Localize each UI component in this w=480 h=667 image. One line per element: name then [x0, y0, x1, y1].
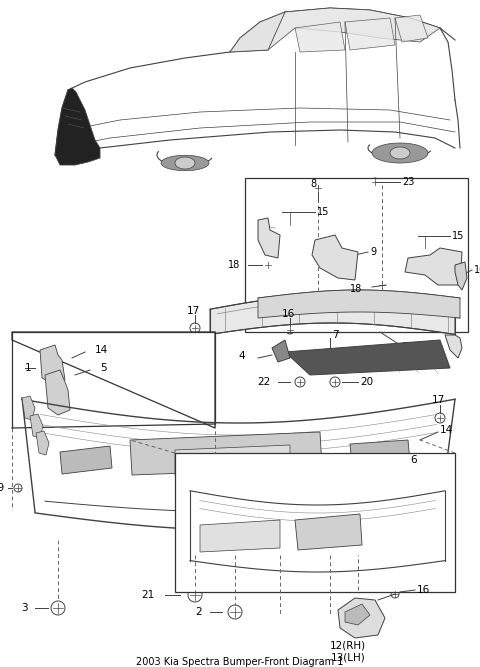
Polygon shape — [295, 22, 345, 52]
Polygon shape — [175, 157, 195, 169]
Polygon shape — [258, 218, 280, 258]
Text: 3: 3 — [22, 603, 28, 613]
Polygon shape — [258, 290, 460, 318]
Text: 7: 7 — [332, 330, 338, 340]
Text: 17: 17 — [186, 306, 200, 316]
Text: 20: 20 — [360, 377, 373, 387]
Polygon shape — [245, 178, 468, 332]
Text: 9: 9 — [370, 247, 376, 257]
Polygon shape — [55, 88, 100, 165]
Polygon shape — [161, 155, 209, 171]
Polygon shape — [30, 414, 43, 438]
Text: 18: 18 — [350, 284, 362, 294]
Text: 19: 19 — [0, 483, 5, 493]
Text: 14: 14 — [95, 345, 108, 355]
Polygon shape — [60, 446, 112, 474]
Text: 17: 17 — [432, 395, 444, 405]
Text: 8: 8 — [310, 179, 316, 189]
Text: 14: 14 — [440, 425, 453, 435]
Polygon shape — [395, 15, 428, 42]
Text: 5: 5 — [100, 363, 107, 373]
Text: 23: 23 — [402, 177, 414, 187]
Polygon shape — [175, 445, 290, 475]
Text: 16: 16 — [417, 585, 430, 595]
Polygon shape — [312, 235, 358, 280]
Polygon shape — [345, 604, 370, 625]
Polygon shape — [36, 431, 49, 455]
Polygon shape — [345, 18, 395, 50]
Polygon shape — [130, 432, 322, 475]
Text: 10: 10 — [474, 265, 480, 275]
Text: 1: 1 — [25, 363, 32, 373]
Polygon shape — [285, 340, 450, 375]
Polygon shape — [12, 332, 215, 428]
Text: 13(LH): 13(LH) — [331, 652, 365, 662]
Polygon shape — [268, 8, 440, 50]
Polygon shape — [338, 598, 385, 638]
Text: 4: 4 — [239, 351, 245, 361]
Text: 2003 Kia Spectra Bumper-Front Diagram 1: 2003 Kia Spectra Bumper-Front Diagram 1 — [136, 657, 344, 667]
Text: 22: 22 — [257, 377, 270, 387]
Polygon shape — [405, 248, 462, 285]
Text: 11: 11 — [402, 342, 415, 352]
Text: 15: 15 — [317, 207, 329, 217]
Text: 6: 6 — [410, 455, 417, 465]
Text: 18: 18 — [228, 260, 240, 270]
Polygon shape — [45, 370, 70, 415]
Polygon shape — [40, 345, 65, 385]
Polygon shape — [22, 396, 35, 420]
Polygon shape — [445, 335, 462, 358]
Text: 12(RH): 12(RH) — [330, 641, 366, 651]
Polygon shape — [372, 143, 428, 163]
Polygon shape — [200, 520, 280, 552]
Text: 15: 15 — [452, 231, 464, 241]
Polygon shape — [390, 147, 410, 159]
Polygon shape — [272, 340, 290, 362]
Text: 21: 21 — [142, 590, 155, 600]
Polygon shape — [230, 12, 285, 52]
Polygon shape — [210, 295, 455, 334]
Polygon shape — [350, 440, 410, 466]
Polygon shape — [455, 262, 467, 290]
Text: 16: 16 — [281, 309, 295, 319]
Text: 2: 2 — [195, 607, 202, 617]
Polygon shape — [295, 514, 362, 550]
Polygon shape — [175, 453, 455, 592]
